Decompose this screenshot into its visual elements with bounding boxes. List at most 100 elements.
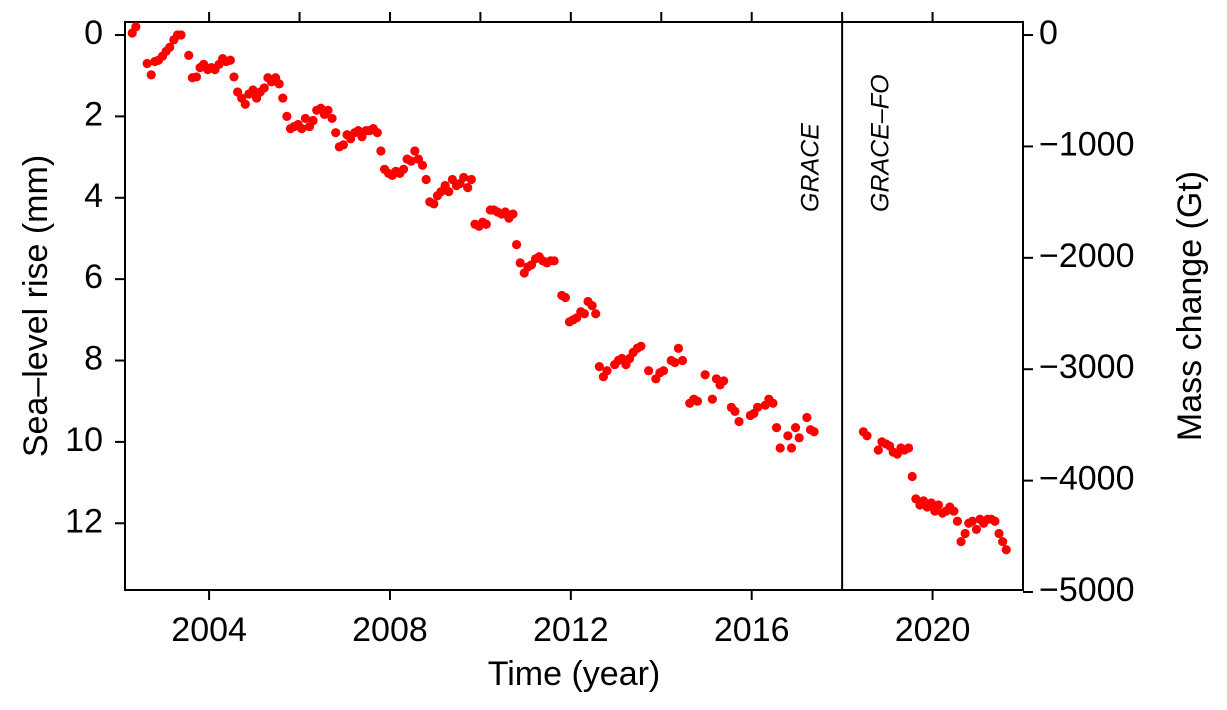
data-point bbox=[229, 72, 239, 82]
data-point bbox=[873, 445, 883, 455]
data-point bbox=[274, 79, 284, 89]
data-point bbox=[406, 156, 416, 166]
data-point bbox=[768, 398, 778, 408]
x-tick-label: 2016 bbox=[714, 611, 790, 649]
data-point bbox=[670, 357, 680, 368]
data-point bbox=[225, 55, 235, 65]
data-point bbox=[278, 93, 288, 103]
data-point bbox=[730, 406, 740, 416]
data-point bbox=[463, 182, 473, 193]
data-point bbox=[481, 219, 491, 229]
data-point bbox=[971, 524, 982, 534]
x-tick-label: 2012 bbox=[533, 611, 609, 649]
data-point bbox=[990, 516, 1000, 526]
data-point bbox=[673, 343, 684, 353]
y-axis-label: Sea–level rise (mm) bbox=[17, 155, 55, 457]
data-point bbox=[949, 506, 959, 516]
data-point bbox=[146, 70, 156, 80]
data-point bbox=[952, 516, 963, 526]
data-point bbox=[515, 258, 525, 268]
data-point bbox=[579, 309, 589, 319]
data-point bbox=[191, 72, 202, 82]
data-point bbox=[165, 42, 175, 52]
data-point bbox=[644, 366, 654, 376]
x-axis-label: Time (year) bbox=[488, 655, 661, 693]
annotation: GRACE–FO bbox=[867, 74, 895, 212]
data-point bbox=[131, 22, 141, 32]
x-tick-label: 2004 bbox=[171, 611, 247, 649]
y2-tick-label: −1000 bbox=[1039, 125, 1135, 163]
data-point bbox=[775, 443, 785, 453]
data-point bbox=[376, 146, 386, 156]
data-point bbox=[398, 164, 409, 174]
data-point bbox=[429, 199, 439, 209]
data-point bbox=[809, 427, 819, 437]
plot-frame bbox=[124, 21, 1024, 591]
data-point bbox=[794, 433, 804, 443]
data-point bbox=[591, 309, 601, 319]
y2-tick-label: −2000 bbox=[1039, 237, 1135, 275]
data-point bbox=[327, 113, 337, 124]
data-point bbox=[719, 376, 729, 386]
data-point bbox=[282, 111, 292, 121]
data-point bbox=[692, 396, 703, 406]
data-point bbox=[790, 423, 801, 433]
data-point bbox=[1001, 545, 1011, 555]
data-point bbox=[677, 355, 688, 366]
data-point bbox=[184, 50, 194, 60]
data-point bbox=[771, 423, 782, 433]
data-point bbox=[323, 105, 333, 115]
data-point bbox=[142, 58, 152, 69]
data-point bbox=[926, 498, 936, 508]
data-point bbox=[862, 431, 872, 441]
data-point bbox=[248, 85, 258, 95]
data-point bbox=[658, 366, 669, 376]
data-point bbox=[998, 536, 1008, 547]
y2-tick-label: −5000 bbox=[1039, 571, 1135, 609]
data-point bbox=[549, 256, 559, 266]
data-point bbox=[417, 160, 428, 170]
data-point bbox=[331, 128, 341, 138]
data-point bbox=[338, 140, 348, 150]
y-tick-label: 2 bbox=[84, 95, 103, 133]
data-point bbox=[560, 292, 571, 303]
y-tick-label: 6 bbox=[84, 258, 103, 296]
x-tick-label: 2020 bbox=[895, 611, 971, 649]
y-tick-label: 12 bbox=[65, 502, 103, 540]
data-point bbox=[967, 516, 977, 526]
y2-tick-label: 0 bbox=[1039, 14, 1058, 52]
y2-tick-label: −3000 bbox=[1039, 348, 1135, 386]
data-point bbox=[259, 83, 269, 93]
x-tick-label: 2008 bbox=[352, 611, 428, 649]
data-point bbox=[933, 500, 944, 510]
data-point bbox=[904, 443, 914, 453]
data-point bbox=[802, 412, 812, 423]
data-point bbox=[444, 187, 454, 197]
data-point bbox=[297, 124, 307, 134]
data-point bbox=[602, 366, 612, 376]
data-point bbox=[960, 528, 970, 539]
data-point bbox=[636, 341, 646, 351]
data-point bbox=[587, 300, 597, 311]
data-point bbox=[907, 471, 917, 482]
data-point bbox=[300, 113, 311, 124]
data-point bbox=[752, 402, 763, 412]
data-point bbox=[508, 209, 518, 219]
y-tick-label: 8 bbox=[84, 340, 103, 378]
data-point bbox=[786, 443, 797, 453]
y2-axis-label: Mass change (Gt) bbox=[1171, 171, 1209, 441]
data-point bbox=[410, 146, 420, 156]
data-point bbox=[176, 30, 186, 40]
y-tick-label: 0 bbox=[84, 14, 103, 52]
data-point bbox=[956, 536, 966, 547]
y-tick-label: 4 bbox=[84, 177, 103, 215]
data-point bbox=[700, 370, 710, 380]
y2-tick-label: −4000 bbox=[1039, 460, 1135, 498]
data-point bbox=[734, 416, 744, 427]
data-point bbox=[466, 174, 476, 185]
data-point bbox=[240, 99, 250, 109]
data-point bbox=[459, 172, 469, 183]
data-point bbox=[421, 174, 431, 185]
